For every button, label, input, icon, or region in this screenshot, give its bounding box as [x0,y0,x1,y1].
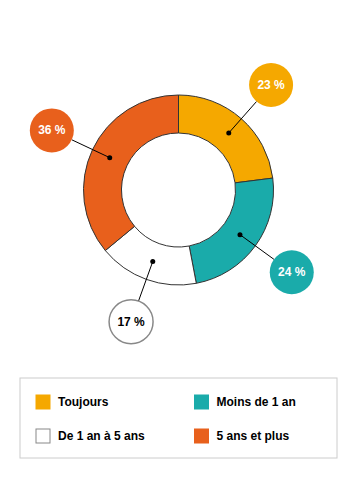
label-bubble [109,300,153,344]
legend-swatch [36,395,50,409]
label-bubble [249,63,293,107]
data-label: 23 % [257,78,285,92]
legend-swatch [195,429,209,443]
legend-swatch [36,429,50,443]
label-bubble [270,250,314,294]
leader-line [229,101,257,133]
data-labels: 23 % 24 % 17 % 36 % [30,63,314,344]
data-label: 36 % [38,123,66,137]
plot: 23 % 24 % 17 % 36 % [30,63,314,344]
label-bubble [30,108,74,152]
data-label: 17 % [117,315,145,329]
legend-label: Moins de 1 an [217,395,296,409]
legend-label: Toujours [58,395,109,409]
slice [189,178,273,283]
legend-label: De 1 an à 5 ans [58,429,145,443]
leader-dot [107,155,112,160]
legend: Toujours Moins de 1 an De 1 an à 5 ans 5 an… [20,378,337,458]
slice [83,95,178,251]
data-label: 24 % [278,265,306,279]
legend-box [20,378,337,458]
leader-line [139,262,153,302]
leader-dot [226,130,231,135]
leader-line [240,235,274,260]
slice [179,95,273,183]
legend-swatch [195,395,209,409]
leader-line [72,140,110,158]
leader-dot [237,232,242,237]
leader-dot [150,259,155,264]
chart: 23 % 24 % 17 % 36 % Toujours Moins de 1 an De … [0,0,357,484]
legend-label: 5 ans et plus [217,429,290,443]
